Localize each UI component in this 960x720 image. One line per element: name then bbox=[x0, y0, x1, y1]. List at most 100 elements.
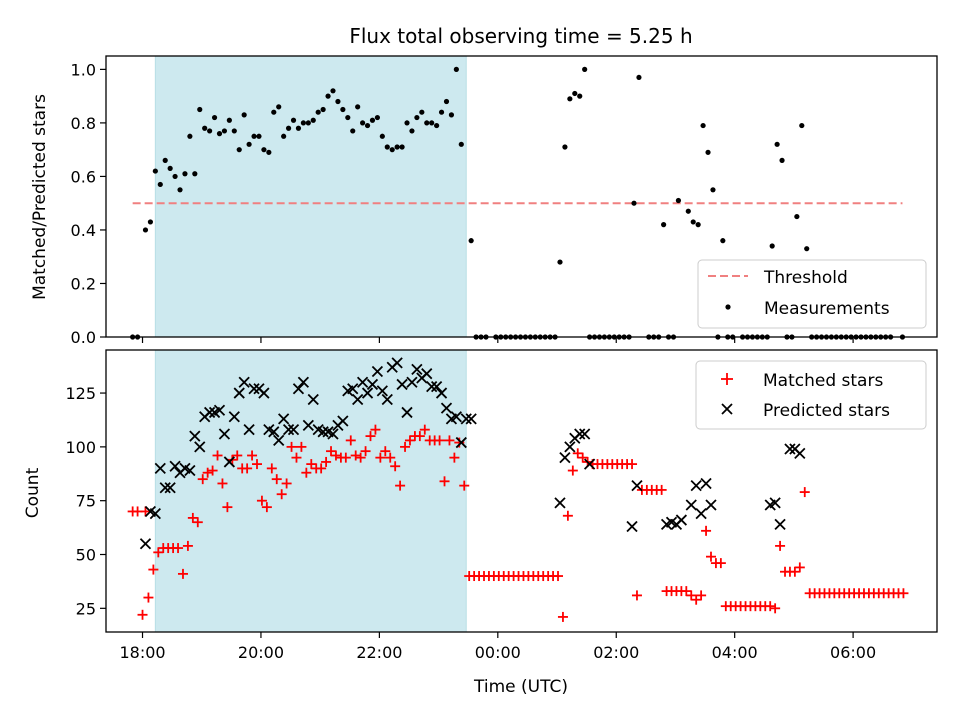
matched-star-point bbox=[350, 450, 361, 461]
measurement-point bbox=[468, 238, 474, 244]
matched-star-point bbox=[691, 594, 702, 605]
measurement-point bbox=[355, 104, 361, 110]
y-tick-label: 0.6 bbox=[71, 167, 96, 186]
matched-star-point bbox=[631, 590, 642, 601]
matched-star-point bbox=[207, 465, 218, 476]
measurement-point bbox=[557, 259, 563, 265]
predicted-star-point bbox=[361, 387, 374, 399]
predicted-star-point bbox=[287, 424, 300, 436]
measurement-point bbox=[399, 144, 405, 150]
predicted-star-point bbox=[700, 477, 712, 490]
predicted-star-point bbox=[675, 514, 688, 526]
matched-star-point bbox=[770, 603, 781, 614]
matched-star-point bbox=[355, 452, 366, 463]
measurement-point bbox=[172, 173, 178, 180]
predicted-star-point bbox=[564, 441, 576, 453]
measurement-point bbox=[661, 222, 667, 228]
predicted-star-point bbox=[169, 460, 181, 472]
matched-star-point bbox=[212, 450, 223, 461]
chart-title: Flux total observing time = 5.25 h bbox=[349, 24, 692, 48]
predicted-star-point bbox=[233, 387, 245, 399]
predicted-star-point bbox=[794, 447, 806, 459]
predicted-star-point bbox=[435, 387, 448, 399]
predicted-star-point bbox=[455, 436, 467, 449]
y-tick-label: 75 bbox=[76, 492, 96, 511]
matched-star-point bbox=[187, 512, 198, 523]
bottom-legend: Matched stars Predicted stars bbox=[695, 360, 927, 430]
matched-star-point bbox=[148, 564, 159, 575]
matched-star-point bbox=[701, 525, 712, 536]
measurement-point bbox=[216, 131, 223, 137]
measurement-point bbox=[276, 104, 282, 110]
matched-star-point bbox=[696, 590, 707, 601]
measurement-point bbox=[295, 125, 302, 131]
predicted-star-point bbox=[184, 464, 196, 477]
measurement-point bbox=[147, 219, 154, 225]
predicted-star-point bbox=[559, 451, 571, 464]
predicted-star-point bbox=[248, 383, 260, 395]
measurement-point bbox=[315, 109, 321, 115]
matched-star-point bbox=[459, 480, 470, 491]
measurement-point bbox=[448, 112, 455, 118]
matched-star-point bbox=[276, 489, 287, 500]
matched-star-point bbox=[370, 424, 381, 435]
predicted-star-point bbox=[631, 479, 643, 492]
matched-star-point bbox=[137, 609, 148, 620]
predicted-star-point bbox=[769, 497, 781, 509]
measurement-point bbox=[221, 128, 228, 134]
predicted-star-point bbox=[243, 424, 255, 436]
measurement-point bbox=[379, 133, 385, 139]
matched-star-point bbox=[202, 467, 213, 478]
measurement-point bbox=[794, 213, 800, 220]
measurement-point bbox=[424, 120, 430, 126]
predicted-star-point bbox=[347, 383, 359, 395]
measurement-point bbox=[369, 117, 376, 123]
predicted-star-point bbox=[784, 443, 796, 455]
measurement-point bbox=[443, 98, 450, 105]
measurement-point bbox=[266, 149, 272, 155]
matched-star-point bbox=[385, 452, 396, 463]
matched-star-point bbox=[395, 480, 406, 491]
predicted-star-point bbox=[690, 479, 702, 492]
matched-star-point bbox=[197, 474, 208, 485]
measurement-point bbox=[281, 133, 287, 139]
x-tick-label: 22:00 bbox=[356, 643, 402, 662]
predicted-star-point bbox=[139, 538, 152, 550]
measurement-point bbox=[690, 219, 696, 225]
matched-star-point bbox=[775, 540, 786, 551]
matched-star-point bbox=[192, 517, 203, 528]
matched-star-point bbox=[271, 474, 282, 485]
matched-star-point bbox=[217, 478, 228, 489]
measurement-point bbox=[271, 109, 277, 115]
measurement-point bbox=[720, 238, 726, 244]
predicted-star-point bbox=[695, 507, 707, 520]
observing-window-band bbox=[154, 55, 467, 338]
matched-star-point bbox=[365, 431, 376, 442]
predicted-star-point bbox=[258, 387, 270, 399]
matched-star-point bbox=[434, 435, 445, 446]
measurement-point bbox=[305, 120, 311, 126]
measurement-point bbox=[157, 181, 163, 188]
matched-star-point bbox=[380, 446, 391, 457]
predicted-star-point bbox=[268, 426, 280, 438]
predicted-star-point bbox=[154, 462, 166, 475]
measurement-point bbox=[207, 128, 213, 134]
matched-star-point bbox=[799, 487, 810, 498]
matched-star-point bbox=[232, 450, 243, 461]
predicted-star-point bbox=[292, 383, 305, 395]
y-tick-label: 125 bbox=[65, 384, 96, 403]
measurement-point bbox=[202, 125, 208, 131]
matched-star-point bbox=[572, 448, 583, 459]
x-tick-label: 04:00 bbox=[712, 643, 758, 662]
matched-star-point bbox=[557, 611, 568, 622]
y-tick-label: 100 bbox=[65, 438, 96, 457]
measurement-point bbox=[582, 66, 588, 72]
matched-star-point bbox=[705, 551, 716, 562]
measurement-point bbox=[340, 106, 346, 113]
matched-star-point bbox=[681, 586, 692, 597]
top-panel-frame bbox=[105, 55, 938, 338]
bottom-y-axis-label: Count bbox=[23, 467, 43, 518]
matched-star-point bbox=[715, 558, 726, 569]
measurement-point bbox=[675, 197, 682, 204]
measurement-point bbox=[374, 114, 381, 121]
